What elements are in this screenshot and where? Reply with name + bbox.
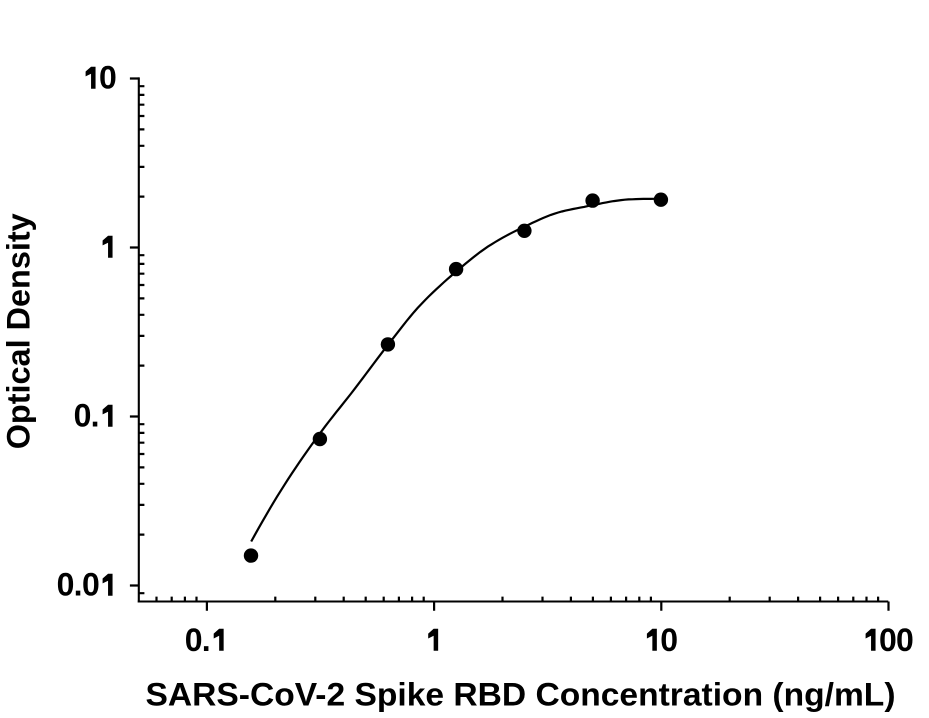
svg-text:.: . [91,398,100,434]
svg-text:0: 0 [879,622,897,658]
svg-text:.: . [74,567,83,603]
svg-text:0: 0 [660,622,678,658]
svg-text:0: 0 [74,398,92,434]
svg-text:0: 0 [99,60,117,96]
svg-text:SARS-CoV-2 Spike RBD Concentra: SARS-CoV-2 Spike RBD Concentration (ng/m… [146,677,896,713]
svg-text:0: 0 [896,622,914,658]
svg-text:.: . [202,622,211,658]
svg-text:0: 0 [82,567,100,603]
svg-text:0: 0 [185,622,203,658]
svg-text:Optical Density: Optical Density [1,213,37,449]
svg-text:0: 0 [57,567,75,603]
